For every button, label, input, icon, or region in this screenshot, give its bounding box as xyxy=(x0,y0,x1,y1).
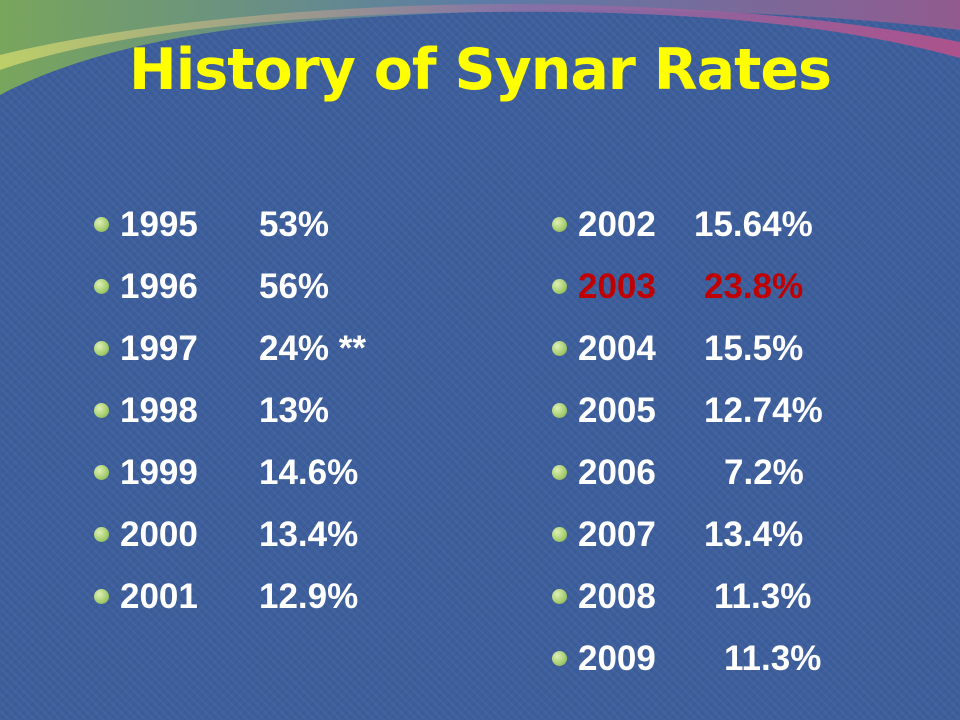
bullet-icon xyxy=(94,217,109,232)
year-label: 1999 xyxy=(120,453,198,492)
year-label: 1998 xyxy=(120,391,198,430)
year-label: 2006 xyxy=(578,453,656,492)
bullet-icon xyxy=(552,217,567,232)
year-label: 2005 xyxy=(578,391,656,430)
rate-value: 15.64% xyxy=(694,205,813,244)
rate-value: 13.4% xyxy=(259,515,359,554)
year-label: 2009 xyxy=(578,639,656,678)
rate-value: 13% xyxy=(259,391,330,430)
bullet-icon xyxy=(552,527,567,542)
rate-value: 12.9% xyxy=(259,577,359,616)
rate-value: 12.74% xyxy=(704,391,823,430)
year-label: 2007 xyxy=(578,515,656,554)
rate-value: 23.8% xyxy=(704,267,804,306)
year-label: 1996 xyxy=(120,267,198,306)
bullet-icon xyxy=(94,279,109,294)
rate-value: 24% ** xyxy=(259,329,367,368)
header-swoosh-decoration xyxy=(0,0,960,95)
year-label: 2002 xyxy=(578,205,656,244)
year-label: 1997 xyxy=(120,329,198,368)
bullet-icon xyxy=(94,403,109,418)
bullet-icon xyxy=(552,651,567,666)
bullet-icon xyxy=(94,589,109,604)
bullet-icon xyxy=(94,527,109,542)
bullet-icon xyxy=(94,465,109,480)
bullet-icon xyxy=(552,403,567,418)
bullet-icon xyxy=(552,341,567,356)
rate-value: 11.3% xyxy=(714,577,812,616)
year-label: 2004 xyxy=(578,329,656,368)
rate-value: 7.2% xyxy=(724,453,804,492)
rate-value: 14.6% xyxy=(259,453,359,492)
bullet-icon xyxy=(552,279,567,294)
year-label: 2000 xyxy=(120,515,198,554)
bullet-icon xyxy=(94,341,109,356)
rate-value: 56% xyxy=(259,267,330,306)
bullet-icon xyxy=(552,589,567,604)
year-label: 1995 xyxy=(120,205,198,244)
rate-value: 53% xyxy=(259,205,330,244)
slide-title: History of Synar Rates xyxy=(129,37,832,103)
bullet-icon xyxy=(552,465,567,480)
year-label: 2003 xyxy=(578,267,656,306)
rate-value: 11.3% xyxy=(724,639,822,678)
rate-value: 15.5% xyxy=(704,329,804,368)
year-label: 2001 xyxy=(120,577,198,616)
year-label: 2008 xyxy=(578,577,656,616)
rate-value: 13.4% xyxy=(704,515,804,554)
